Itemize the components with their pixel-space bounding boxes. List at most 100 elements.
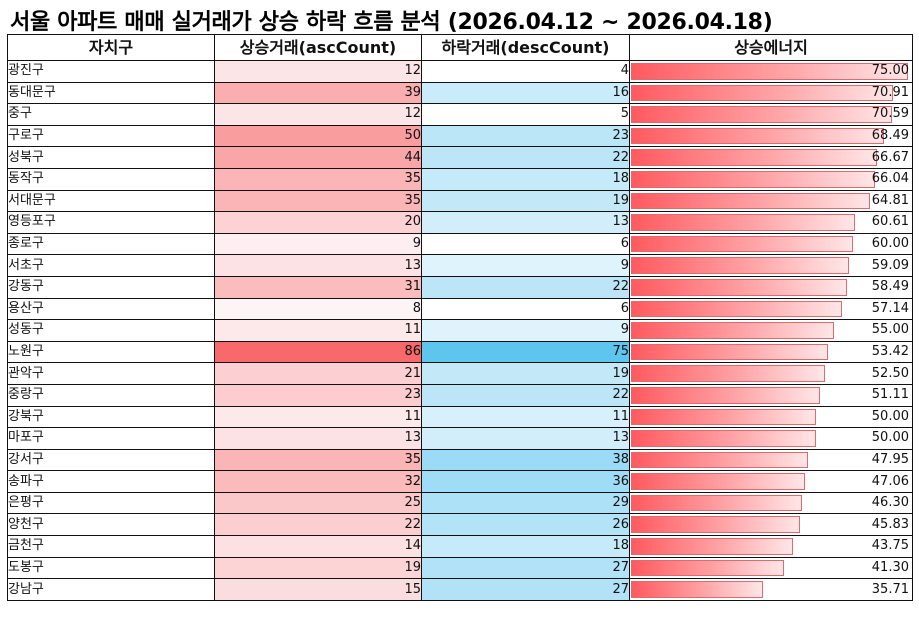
rise-energy-cell: 43.75 (629, 535, 913, 558)
district-cell: 동대문구 (7, 81, 215, 105)
rise-energy-cell: 60.00 (629, 232, 913, 256)
desc-count-cell: 16 (421, 81, 630, 105)
district-table: 자치구 상승거래(ascCount) 하락거래(descCount) 상승에너지… (7, 34, 913, 601)
desc-count-cell: 9 (421, 254, 630, 277)
asc-count-cell: 86 (214, 340, 422, 364)
rise-energy-cell: 47.95 (629, 448, 913, 472)
rise-energy-cell: 52.50 (629, 362, 913, 385)
district-cell: 중랑구 (7, 383, 215, 407)
energy-value: 50.00 (871, 408, 909, 424)
district-cell: 관악구 (7, 362, 215, 385)
district-cell: 광진구 (7, 60, 215, 83)
energy-value: 66.67 (871, 149, 909, 165)
rise-energy-cell: 64.81 (629, 189, 913, 213)
rise-energy-cell: 53.42 (629, 340, 913, 364)
table-row: 송파구 32 36 47.06 (7, 470, 913, 493)
header-rise-energy[interactable]: 상승에너지 (629, 34, 913, 61)
table-row: 도봉구 19 27 41.30 (7, 556, 913, 580)
district-cell: 구로구 (7, 124, 215, 148)
energy-value: 70.59 (871, 106, 909, 122)
asc-count-cell: 32 (214, 470, 422, 493)
energy-bar (631, 559, 784, 577)
desc-count-cell: 36 (421, 470, 630, 493)
asc-count-cell: 25 (214, 491, 422, 515)
desc-count-cell: 13 (421, 211, 630, 234)
asc-count-cell: 21 (214, 362, 422, 385)
asc-count-cell: 35 (214, 448, 422, 472)
energy-value: 47.06 (871, 473, 909, 489)
header-desc-count[interactable]: 하락거래(descCount) (421, 34, 630, 61)
energy-bar (631, 386, 820, 404)
energy-value: 75.00 (871, 63, 909, 79)
energy-value: 52.50 (871, 365, 909, 381)
energy-value: 46.30 (871, 495, 909, 511)
district-cell: 종로구 (7, 232, 215, 256)
rise-energy-cell: 51.11 (629, 383, 913, 407)
table-row: 성북구 44 22 66.67 (7, 146, 913, 169)
energy-value: 45.83 (871, 516, 909, 532)
header-asc-count[interactable]: 상승거래(ascCount) (214, 34, 422, 61)
district-cell: 성동구 (7, 319, 215, 342)
district-cell: 강북구 (7, 405, 215, 429)
energy-value: 59.09 (871, 257, 909, 273)
district-cell: 강동구 (7, 275, 215, 299)
rise-energy-cell: 45.83 (629, 513, 913, 537)
energy-value: 35.71 (871, 581, 909, 597)
energy-bar (631, 300, 843, 318)
table-row: 구로구 50 23 68.49 (7, 124, 913, 148)
energy-bar (631, 106, 892, 123)
asc-count-cell: 23 (214, 383, 422, 407)
energy-bar (631, 343, 829, 361)
rise-energy-cell: 47.06 (629, 470, 913, 493)
rise-energy-cell: 55.00 (629, 319, 913, 342)
energy-value: 57.14 (871, 300, 909, 316)
energy-bar (631, 322, 835, 339)
district-cell: 금천구 (7, 535, 215, 558)
energy-value: 60.61 (871, 214, 909, 230)
rise-energy-cell: 35.71 (629, 578, 913, 601)
desc-count-cell: 23 (421, 124, 630, 148)
asc-count-cell: 35 (214, 189, 422, 213)
table-row: 영등포구 20 13 60.61 (7, 211, 913, 234)
asc-count-cell: 19 (214, 556, 422, 580)
district-cell: 마포구 (7, 427, 215, 450)
desc-count-cell: 9 (421, 319, 630, 342)
energy-bar (631, 149, 878, 166)
table-row: 종로구 9 6 60.00 (7, 232, 913, 256)
energy-value: 66.04 (871, 171, 909, 187)
desc-count-cell: 22 (421, 146, 630, 169)
energy-bar (631, 257, 850, 274)
table-row: 강서구 35 38 47.95 (7, 448, 913, 472)
table-row: 노원구 86 75 53.42 (7, 340, 913, 364)
energy-bar (631, 538, 793, 555)
asc-count-cell: 22 (214, 513, 422, 537)
district-cell: 은평구 (7, 491, 215, 515)
desc-count-cell: 5 (421, 103, 630, 126)
rise-energy-cell: 70.91 (629, 81, 913, 105)
energy-bar (631, 473, 805, 490)
asc-count-cell: 20 (214, 211, 422, 234)
district-cell: 동작구 (7, 167, 215, 191)
desc-count-cell: 38 (421, 448, 630, 472)
table-row: 서대문구 35 19 64.81 (7, 189, 913, 213)
energy-bar (631, 581, 763, 598)
table-row: 관악구 21 19 52.50 (7, 362, 913, 385)
energy-bar (631, 451, 809, 469)
desc-count-cell: 26 (421, 513, 630, 537)
district-cell: 송파구 (7, 470, 215, 493)
header-row: 자치구 상승거래(ascCount) 하락거래(descCount) 상승에너지 (7, 34, 913, 61)
energy-bar (631, 278, 848, 296)
table-row: 용산구 8 6 57.14 (7, 297, 913, 321)
desc-count-cell: 13 (421, 427, 630, 450)
energy-bar (631, 516, 801, 534)
table-row: 광진구 12 4 75.00 (7, 60, 913, 83)
asc-count-cell: 11 (214, 405, 422, 429)
energy-value: 43.75 (871, 538, 909, 554)
energy-value: 47.95 (871, 451, 909, 467)
header-district[interactable]: 자치구 (7, 34, 215, 61)
rise-energy-cell: 60.61 (629, 211, 913, 234)
district-cell: 중구 (7, 103, 215, 126)
district-cell: 도봉구 (7, 556, 215, 580)
rise-energy-cell: 75.00 (629, 60, 913, 83)
desc-count-cell: 4 (421, 60, 630, 83)
